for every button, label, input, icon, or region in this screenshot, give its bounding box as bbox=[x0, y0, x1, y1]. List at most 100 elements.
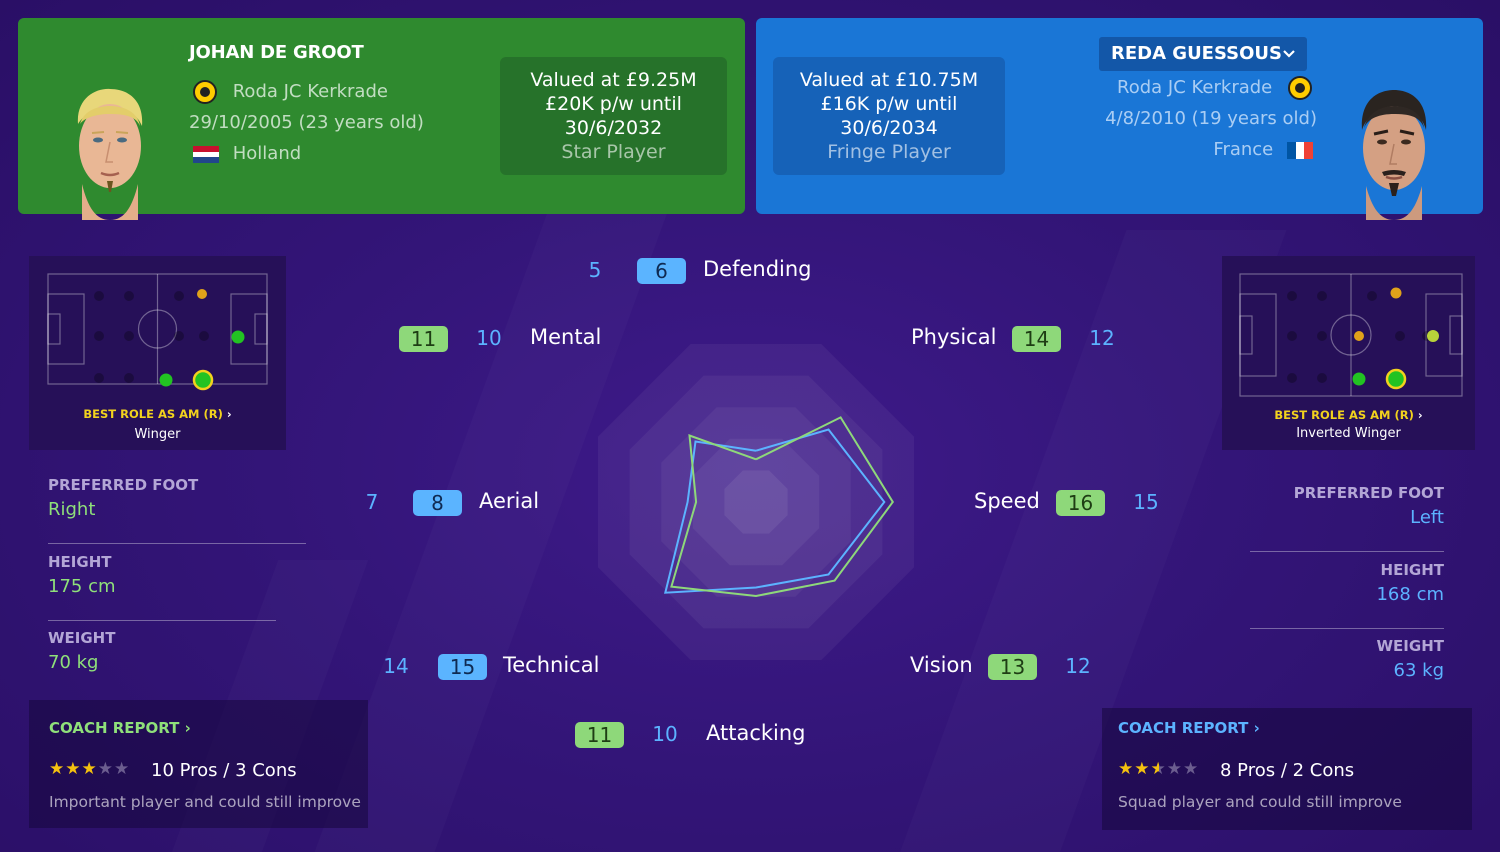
vision-left-value: 13 bbox=[988, 654, 1037, 680]
chevron-down-icon bbox=[1283, 50, 1295, 58]
left-best-role: Winger bbox=[134, 427, 181, 442]
star-half-icon: ★ bbox=[1150, 759, 1167, 779]
right-star-rating: ★★★★★ bbox=[1118, 759, 1199, 779]
right-best-role: Inverted Winger bbox=[1296, 426, 1401, 441]
right-player-value-box: Valued at £10.75M £16K p/w until 30/6/20… bbox=[773, 57, 1005, 175]
defending-left-value: 5 bbox=[588, 258, 602, 282]
right-pros-cons: 8 Pros / 2 Cons bbox=[1220, 760, 1355, 781]
pitch-diagram bbox=[1239, 273, 1463, 397]
best-role-title: BEST ROLE AS AM (R) bbox=[83, 407, 223, 421]
physical-right-value: 12 bbox=[1089, 326, 1115, 350]
divider bbox=[1250, 628, 1444, 629]
right-preferred-foot-label: PREFERRED FOOT bbox=[1293, 484, 1444, 502]
left-player-name: JOHAN DE GROOT bbox=[189, 42, 364, 63]
france-flag-icon bbox=[1287, 141, 1313, 159]
right-weight-label: WEIGHT bbox=[1376, 637, 1444, 655]
left-coach-report-card[interactable]: COACH REPORT › ★★★★★ 10 Pros / 3 Cons Im… bbox=[29, 700, 368, 828]
right-wage: £16K p/w until bbox=[820, 93, 958, 115]
right-position-panel[interactable]: BEST ROLE AS AM (R) › Inverted Winger bbox=[1222, 256, 1475, 450]
speed-left-value: 16 bbox=[1056, 490, 1105, 516]
left-player-nationality: Holland bbox=[193, 143, 301, 164]
right-coach-report-card[interactable]: COACH REPORT › ★★★★★ 8 Pros / 2 Cons Squ… bbox=[1102, 708, 1472, 830]
chevron-right-icon: › bbox=[184, 719, 191, 737]
right-height: 168 cm bbox=[1376, 584, 1444, 605]
left-player-value-box: Valued at £9.25M £20K p/w until 30/6/203… bbox=[500, 57, 727, 175]
player-face-icon bbox=[77, 88, 143, 220]
right-squad-status: Fringe Player bbox=[827, 141, 951, 163]
aerial-label: Aerial bbox=[479, 489, 540, 513]
pitch-diagram bbox=[47, 273, 268, 391]
left-preferred-foot-label: PREFERRED FOOT bbox=[48, 476, 199, 494]
left-coach-report-link[interactable]: COACH REPORT › bbox=[49, 719, 191, 737]
radar-ring bbox=[629, 375, 883, 629]
star-icon: ★ bbox=[1118, 759, 1135, 779]
left-preferred-foot: Right bbox=[48, 499, 96, 520]
right-coach-summary: Squad player and could still improve bbox=[1118, 793, 1402, 811]
left-height-label: HEIGHT bbox=[48, 553, 112, 571]
chevron-right-icon: › bbox=[1253, 719, 1260, 737]
left-squad-status: Star Player bbox=[561, 141, 666, 163]
chevron-right-icon: › bbox=[226, 407, 232, 421]
radar-rings bbox=[598, 344, 914, 660]
right-best-role-link[interactable]: BEST ROLE AS AM (R) › bbox=[1222, 408, 1475, 422]
star-icon: ★ bbox=[97, 759, 114, 779]
attacking-right-value: 10 bbox=[652, 722, 678, 746]
physical-label: Physical bbox=[911, 325, 997, 349]
right-player-card: Valued at £10.75M £16K p/w until 30/6/20… bbox=[756, 18, 1483, 220]
technical-label: Technical bbox=[503, 653, 600, 677]
left-player-card: JOHAN DE GROOT Roda JC Kerkrade 29/10/20… bbox=[18, 18, 745, 220]
player-select-dropdown[interactable]: REDA GUESSOUS bbox=[1099, 37, 1307, 71]
netherlands-flag-icon bbox=[193, 145, 219, 163]
left-value: Valued at £9.25M bbox=[530, 69, 697, 91]
left-position-panel[interactable]: BEST ROLE AS AM (R) › Winger bbox=[29, 256, 286, 450]
left-weight: 70 kg bbox=[48, 652, 99, 673]
left-player-dob: 29/10/2005 (23 years old) bbox=[189, 112, 424, 133]
left-contract-end: 30/6/2032 bbox=[564, 117, 663, 139]
coach-report-title: COACH REPORT bbox=[1118, 719, 1249, 737]
right-coach-report-link[interactable]: COACH REPORT › bbox=[1118, 719, 1260, 737]
left-player-club: Roda JC Kerkrade bbox=[193, 80, 388, 104]
radar-ring bbox=[661, 407, 851, 597]
right-player-name: REDA GUESSOUS bbox=[1111, 43, 1282, 64]
right-player-nationality: France bbox=[1213, 139, 1313, 160]
attacking-left-value: 11 bbox=[575, 722, 624, 748]
star-icon: ★ bbox=[1183, 759, 1200, 779]
right-weight: 63 kg bbox=[1393, 660, 1444, 681]
star-icon: ★ bbox=[65, 759, 82, 779]
right-height-label: HEIGHT bbox=[1380, 561, 1444, 579]
player-face-icon bbox=[1361, 90, 1427, 220]
speed-label: Speed bbox=[974, 489, 1040, 513]
defending-label: Defending bbox=[703, 257, 812, 281]
mental-right-value: 10 bbox=[476, 326, 502, 350]
mental-label: Mental bbox=[530, 325, 602, 349]
star-icon: ★ bbox=[1166, 759, 1183, 779]
star-icon: ★ bbox=[49, 759, 66, 779]
club-crest-icon bbox=[1288, 76, 1312, 100]
divider bbox=[48, 543, 306, 544]
attacking-label: Attacking bbox=[706, 721, 806, 745]
right-contract-end: 30/6/2034 bbox=[840, 117, 938, 139]
left-height: 175 cm bbox=[48, 576, 116, 597]
defending-right-value: 6 bbox=[637, 258, 686, 284]
radar-ring bbox=[724, 470, 788, 534]
left-wage: £20K p/w until bbox=[545, 93, 682, 115]
right-club-name[interactable]: Roda JC Kerkrade bbox=[1117, 77, 1273, 98]
best-role-title: BEST ROLE AS AM (R) bbox=[1274, 408, 1414, 422]
left-pros-cons: 10 Pros / 3 Cons bbox=[151, 760, 297, 781]
right-player-club: Roda JC Kerkrade bbox=[1117, 76, 1312, 100]
technical-right-value: 15 bbox=[438, 654, 487, 680]
left-best-role-link[interactable]: BEST ROLE AS AM (R) › bbox=[29, 407, 286, 421]
right-player-dob: 4/8/2010 (19 years old) bbox=[1105, 108, 1317, 129]
left-player-radar-line bbox=[670, 416, 895, 598]
left-weight-label: WEIGHT bbox=[48, 629, 116, 647]
right-preferred-foot: Left bbox=[1410, 507, 1444, 528]
left-club-name[interactable]: Roda JC Kerkrade bbox=[232, 81, 388, 102]
radar-ring bbox=[692, 438, 820, 566]
star-icon: ★ bbox=[1134, 759, 1151, 779]
left-star-rating: ★★★★★ bbox=[49, 759, 130, 779]
star-icon: ★ bbox=[81, 759, 98, 779]
physical-left-value: 14 bbox=[1012, 326, 1061, 352]
aerial-right-value: 8 bbox=[413, 490, 462, 516]
divider bbox=[1250, 551, 1444, 552]
